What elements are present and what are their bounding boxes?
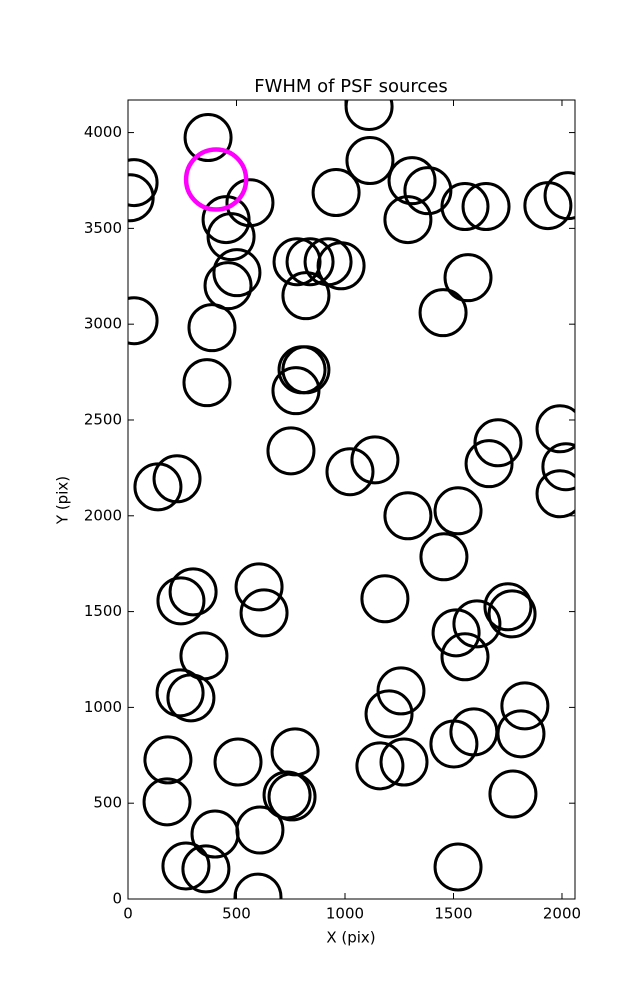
source-circle	[383, 195, 433, 245]
source-circle	[325, 447, 375, 497]
y-tick-label: 2000	[84, 506, 122, 524]
source-circle	[271, 366, 321, 416]
source-circle	[239, 588, 289, 638]
source-circle	[183, 113, 233, 163]
source-circle	[429, 719, 479, 769]
source-circle	[152, 454, 202, 504]
chart-title: FWHM of PSF sources	[254, 76, 448, 97]
source-circle	[213, 737, 263, 787]
source-circle	[181, 844, 231, 894]
source-circle	[379, 737, 429, 787]
source-circle	[350, 435, 400, 485]
x-tick-label: 2000	[543, 905, 581, 923]
source-circle	[464, 439, 514, 489]
y-tick-label: 4000	[84, 123, 122, 141]
source-circle	[128, 173, 155, 223]
source-circle	[161, 841, 211, 891]
y-tick-label: 500	[93, 794, 122, 812]
source-circle	[316, 241, 366, 291]
source-circle	[233, 872, 283, 899]
x-tick-label: 1500	[434, 905, 472, 923]
source-circle	[201, 195, 251, 245]
source-circle	[267, 772, 317, 822]
x-tick-label: 0	[123, 905, 133, 923]
source-circle	[128, 158, 159, 208]
source-circle	[156, 576, 206, 626]
source-circle	[387, 156, 437, 206]
source-circle	[345, 136, 395, 186]
source-circle	[541, 442, 575, 492]
source-circle	[440, 182, 490, 232]
source-circle	[535, 404, 575, 454]
source-circle	[234, 562, 284, 612]
source-circle	[272, 237, 322, 287]
y-tick-label: 3000	[84, 315, 122, 333]
source-circle	[419, 532, 469, 582]
source-circle	[483, 582, 533, 632]
y-tick-label: 2500	[84, 410, 122, 428]
source-circle	[443, 253, 493, 303]
source-circle	[155, 668, 205, 718]
y-tick-label: 1000	[84, 698, 122, 716]
source-circle	[143, 735, 193, 785]
x-tick-label: 500	[222, 905, 251, 923]
source-circle	[187, 303, 237, 353]
x-tick-label: 1000	[326, 905, 364, 923]
source-circle	[203, 261, 253, 311]
source-circle	[166, 673, 216, 723]
source-circle	[535, 469, 575, 519]
source-circle	[543, 171, 575, 221]
source-circle	[206, 212, 256, 262]
source-circle	[383, 491, 433, 541]
highlight-circle	[183, 147, 249, 212]
x-axis-label: X (pix)	[326, 929, 375, 947]
source-circle	[403, 166, 453, 216]
source-circle	[355, 741, 405, 791]
plot-frame	[127, 99, 576, 900]
source-circle	[311, 168, 361, 218]
source-circle	[281, 345, 331, 395]
source-circle	[266, 426, 316, 476]
source-circle	[500, 681, 550, 731]
source-circle	[235, 805, 285, 855]
source-circle	[418, 288, 468, 338]
source-circle	[364, 689, 414, 739]
source-circle	[285, 237, 335, 287]
source-circle	[376, 666, 426, 716]
source-circle	[473, 418, 523, 468]
source-circle	[281, 271, 331, 321]
source-circle	[433, 486, 483, 536]
source-circle	[488, 769, 538, 819]
source-circle	[168, 567, 218, 617]
source-circle	[128, 296, 159, 346]
source-circle	[487, 589, 537, 639]
source-circle	[212, 248, 262, 298]
y-tick-label: 0	[112, 890, 122, 908]
y-tick-label: 3500	[84, 219, 122, 237]
source-circle	[360, 574, 410, 624]
y-tick-label: 1500	[84, 602, 122, 620]
source-circle	[461, 182, 511, 232]
source-circle	[344, 100, 394, 132]
source-circle	[440, 632, 490, 682]
source-circle	[142, 777, 192, 827]
source-circle	[182, 358, 232, 408]
source-circle	[433, 842, 483, 892]
source-circle	[452, 599, 502, 649]
source-circle	[431, 608, 481, 658]
y-axis-label: Y (pix)	[54, 476, 72, 525]
plot-area	[128, 100, 575, 899]
